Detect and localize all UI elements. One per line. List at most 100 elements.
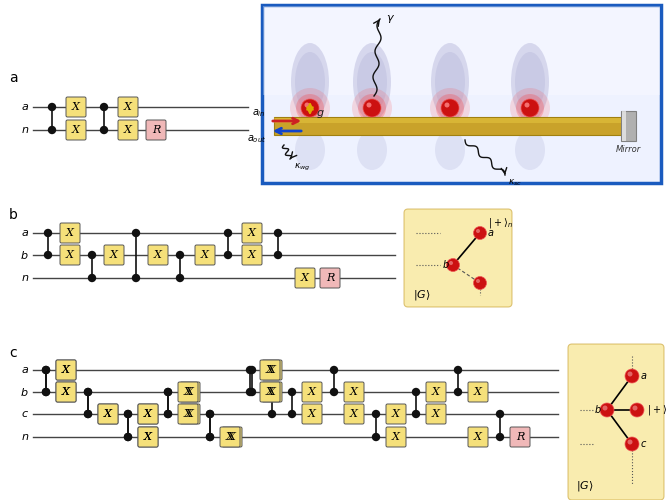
Text: X: X [432, 387, 440, 397]
Text: a: a [488, 228, 494, 238]
Circle shape [85, 388, 91, 396]
Text: X: X [154, 250, 162, 260]
FancyBboxPatch shape [180, 404, 200, 424]
Circle shape [363, 99, 381, 117]
FancyBboxPatch shape [98, 404, 118, 424]
Circle shape [625, 369, 639, 383]
Circle shape [85, 388, 91, 396]
Circle shape [363, 99, 381, 117]
Circle shape [430, 88, 470, 128]
Ellipse shape [511, 43, 549, 121]
Circle shape [176, 274, 184, 281]
Text: X: X [350, 409, 358, 419]
Circle shape [436, 94, 464, 122]
Circle shape [603, 406, 607, 410]
Circle shape [352, 88, 392, 128]
Text: X: X [350, 387, 358, 397]
Ellipse shape [431, 43, 469, 121]
Circle shape [446, 258, 460, 272]
FancyBboxPatch shape [260, 382, 280, 402]
FancyBboxPatch shape [222, 427, 242, 447]
Text: $\gamma$: $\gamma$ [386, 13, 395, 25]
Circle shape [45, 230, 51, 236]
Circle shape [449, 261, 453, 265]
Ellipse shape [435, 52, 465, 112]
Ellipse shape [515, 130, 545, 170]
Ellipse shape [353, 43, 391, 121]
Circle shape [101, 104, 107, 110]
Circle shape [304, 102, 310, 108]
Text: X: X [268, 387, 276, 397]
Text: X: X [248, 228, 256, 238]
Circle shape [125, 434, 131, 440]
Circle shape [246, 366, 254, 374]
Text: $b$: $b$ [21, 386, 29, 398]
Text: $|+\rangle_r$: $|+\rangle_r$ [647, 403, 666, 417]
Text: X: X [62, 365, 70, 375]
Text: $a_{in}$: $a_{in}$ [252, 107, 266, 119]
Text: R: R [326, 273, 334, 283]
Circle shape [454, 366, 462, 374]
FancyBboxPatch shape [180, 382, 200, 402]
Text: X: X [62, 365, 70, 375]
FancyBboxPatch shape [468, 427, 488, 447]
FancyBboxPatch shape [242, 223, 262, 243]
Circle shape [521, 99, 539, 117]
FancyBboxPatch shape [56, 360, 76, 380]
Circle shape [165, 388, 172, 396]
Text: Mirror: Mirror [615, 145, 641, 154]
Circle shape [176, 252, 184, 258]
FancyBboxPatch shape [468, 382, 488, 402]
Circle shape [412, 388, 420, 396]
Bar [274, 117, 625, 135]
Bar [262, 5, 661, 183]
FancyBboxPatch shape [148, 245, 168, 265]
FancyBboxPatch shape [302, 382, 322, 402]
Text: X: X [144, 432, 152, 442]
Circle shape [474, 276, 486, 289]
Text: $n$: $n$ [21, 432, 29, 442]
Ellipse shape [515, 52, 545, 112]
Circle shape [274, 230, 282, 236]
FancyBboxPatch shape [66, 120, 86, 140]
Text: X: X [392, 432, 400, 442]
Ellipse shape [435, 130, 465, 170]
FancyBboxPatch shape [386, 427, 406, 447]
Circle shape [43, 366, 49, 374]
Text: X: X [186, 387, 194, 397]
Text: X: X [266, 387, 274, 397]
Bar [622, 111, 626, 141]
Text: X: X [144, 409, 152, 419]
Circle shape [627, 440, 633, 444]
FancyBboxPatch shape [98, 404, 118, 424]
Text: X: X [62, 387, 70, 397]
Circle shape [496, 434, 503, 440]
Text: $n$: $n$ [21, 273, 29, 283]
FancyBboxPatch shape [104, 245, 124, 265]
Circle shape [330, 388, 338, 396]
FancyBboxPatch shape [386, 404, 406, 424]
FancyBboxPatch shape [344, 382, 364, 402]
Text: X: X [228, 432, 236, 442]
Circle shape [246, 388, 254, 396]
Text: c: c [641, 439, 647, 449]
Circle shape [49, 104, 55, 110]
Text: X: X [248, 250, 256, 260]
Circle shape [43, 366, 49, 374]
Circle shape [89, 274, 95, 281]
FancyBboxPatch shape [138, 427, 158, 447]
Text: $b$: $b$ [21, 249, 29, 261]
Circle shape [248, 366, 256, 374]
Circle shape [372, 434, 380, 440]
FancyBboxPatch shape [138, 404, 158, 424]
Circle shape [133, 230, 139, 236]
Text: $|+\rangle_n$: $|+\rangle_n$ [488, 216, 513, 230]
Circle shape [296, 94, 324, 122]
Ellipse shape [357, 52, 387, 112]
Ellipse shape [357, 130, 387, 170]
Circle shape [600, 403, 614, 417]
Text: $a$: $a$ [21, 228, 29, 238]
FancyBboxPatch shape [344, 404, 364, 424]
Bar [263, 6, 660, 95]
FancyBboxPatch shape [138, 427, 158, 447]
